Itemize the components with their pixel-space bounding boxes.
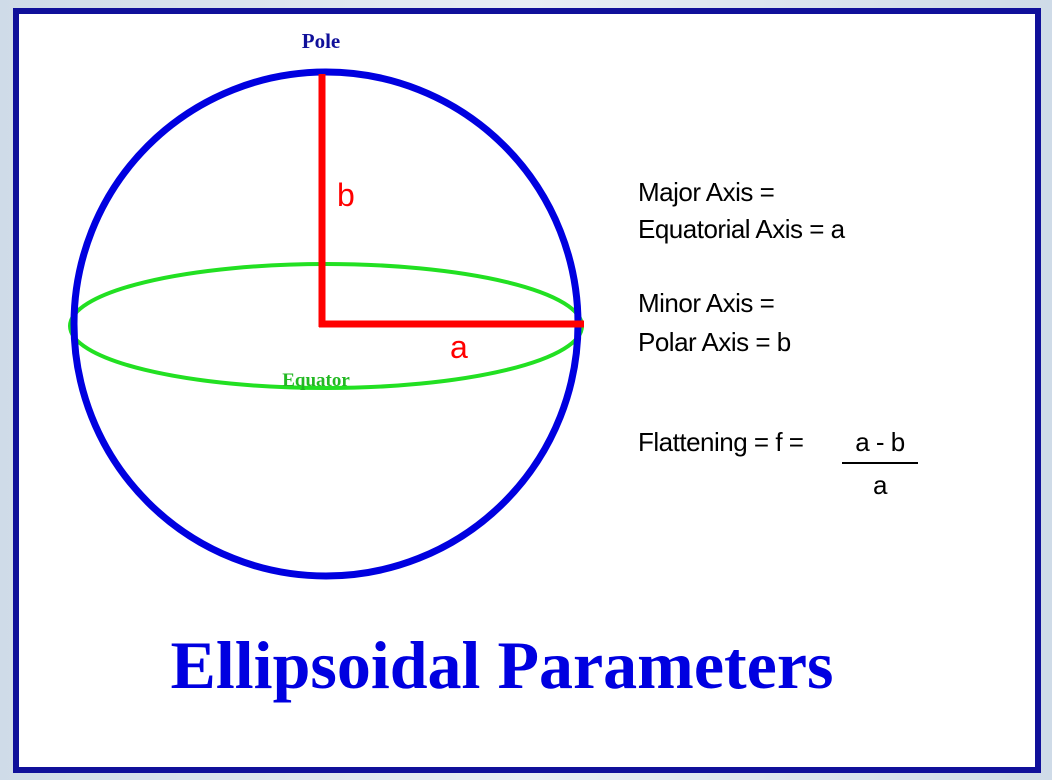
title: Ellipsoidal Parameters bbox=[171, 627, 834, 703]
definition-text: Flattening = f = bbox=[638, 427, 803, 457]
definition-text: Polar Axis = b bbox=[638, 327, 791, 357]
fraction-numerator: a - b bbox=[855, 427, 905, 457]
definition-text: Minor Axis = bbox=[638, 288, 774, 318]
frame bbox=[13, 8, 1041, 773]
a-label: a bbox=[450, 329, 468, 365]
pole-label: Pole bbox=[302, 29, 340, 53]
b-label: b bbox=[337, 177, 355, 213]
definition-text: Major Axis = bbox=[638, 177, 774, 207]
definition-text: Equatorial Axis = a bbox=[638, 214, 846, 244]
fraction-denominator: a bbox=[873, 470, 888, 500]
equator-label: Equator bbox=[282, 370, 350, 391]
